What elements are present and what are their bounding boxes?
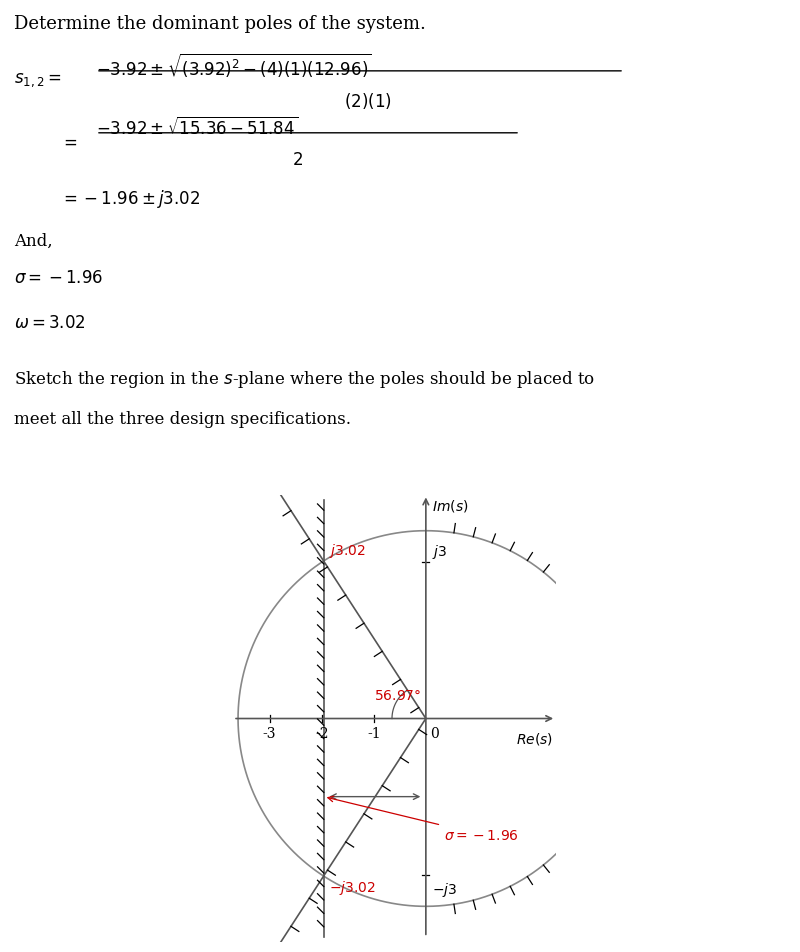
Text: $s_{1,2}=$: $s_{1,2}=$ [14, 71, 62, 89]
Text: $\omega=3.02$: $\omega=3.02$ [14, 314, 86, 331]
Text: $=-1.96\pm j3.02$: $=-1.96\pm j3.02$ [60, 188, 200, 210]
Text: $Im(s)$: $Im(s)$ [432, 498, 469, 514]
Text: And,: And, [14, 232, 53, 249]
Text: $=$: $=$ [60, 133, 78, 150]
Text: -1: -1 [367, 726, 381, 741]
Text: Determine the dominant poles of the system.: Determine the dominant poles of the syst… [14, 15, 426, 32]
Text: $56.97°$: $56.97°$ [374, 688, 421, 703]
Text: $-j3.02$: $-j3.02$ [329, 879, 376, 897]
Text: $Re(s)$: $Re(s)$ [517, 730, 554, 746]
Text: $-3.92\pm\sqrt{(3.92)^{2}-(4)(1)(12.96)}$: $-3.92\pm\sqrt{(3.92)^{2}-(4)(1)(12.96)}… [96, 52, 371, 80]
Text: $j3$: $j3$ [432, 542, 447, 560]
Text: $j3.02$: $j3.02$ [329, 541, 366, 559]
Text: Sketch the region in the $s$-plane where the poles should be placed to: Sketch the region in the $s$-plane where… [14, 368, 595, 389]
Text: $2$: $2$ [292, 152, 303, 169]
Text: 0: 0 [430, 726, 438, 741]
Text: meet all the three design specifications.: meet all the three design specifications… [14, 411, 351, 427]
Text: -3: -3 [263, 726, 276, 741]
Text: $\sigma=-1.96$: $\sigma=-1.96$ [328, 797, 519, 842]
Text: $\sigma=-1.96$: $\sigma=-1.96$ [14, 269, 104, 287]
Text: -2: -2 [315, 726, 329, 741]
Text: $(2)(1)$: $(2)(1)$ [344, 90, 392, 110]
Text: $-j3$: $-j3$ [432, 880, 458, 898]
Text: $-3.92\pm\sqrt{15.36-51.84}$: $-3.92\pm\sqrt{15.36-51.84}$ [96, 116, 298, 138]
